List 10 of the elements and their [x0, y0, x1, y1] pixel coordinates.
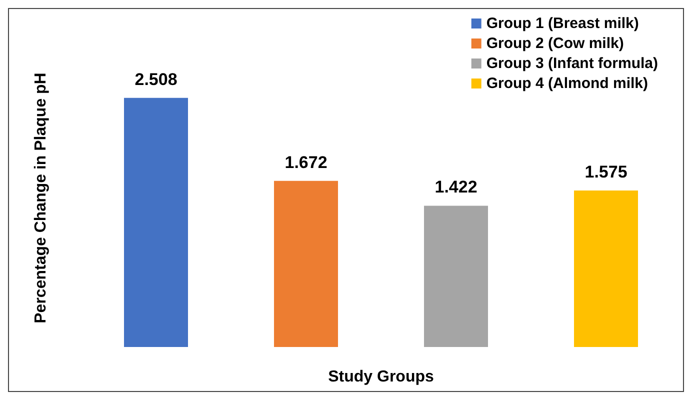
legend-label: Group 4 (Almond milk): [486, 75, 648, 92]
legend-label: Group 3 (Infant formula): [486, 55, 658, 72]
legend-label: Group 1 (Breast milk): [486, 15, 639, 32]
data-label: 1.422: [434, 178, 478, 197]
legend-label: Group 2 (Cow milk): [486, 35, 624, 52]
data-label: 2.508: [134, 70, 178, 89]
data-label: 1.672: [284, 152, 328, 172]
x-axis-title: Study Groups: [328, 368, 434, 386]
data-label: 1.575: [584, 162, 628, 182]
y-axis-title: Percentage Change in Plaque pH: [32, 72, 50, 324]
